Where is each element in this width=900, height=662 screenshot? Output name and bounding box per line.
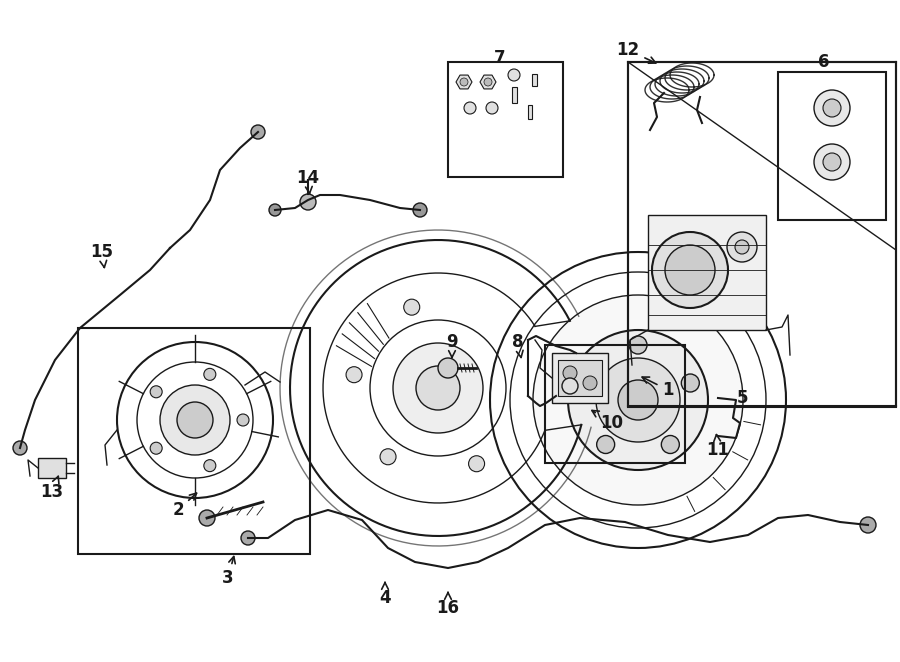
Circle shape [416, 366, 460, 410]
Text: 3: 3 [222, 557, 235, 587]
Circle shape [596, 358, 680, 442]
Bar [512, 87, 517, 103]
Circle shape [665, 245, 715, 295]
Circle shape [160, 385, 230, 455]
Circle shape [860, 517, 876, 533]
Circle shape [533, 295, 743, 505]
Circle shape [508, 69, 520, 81]
Text: 9: 9 [446, 333, 458, 357]
Circle shape [464, 102, 476, 114]
Circle shape [652, 232, 728, 308]
Circle shape [460, 78, 468, 86]
Bar [78, 328, 310, 554]
Circle shape [484, 78, 492, 86]
Circle shape [662, 436, 680, 453]
Circle shape [404, 299, 419, 315]
Circle shape [413, 203, 427, 217]
Circle shape [823, 99, 841, 117]
Circle shape [177, 402, 213, 438]
Text: 2: 2 [172, 493, 196, 519]
Circle shape [814, 144, 850, 180]
Circle shape [346, 367, 362, 383]
Text: 14: 14 [296, 169, 320, 193]
Bar [528, 105, 532, 119]
Text: 10: 10 [592, 410, 624, 432]
Bar [552, 353, 608, 403]
Text: 6: 6 [818, 53, 830, 71]
Text: 5: 5 [736, 389, 748, 407]
Circle shape [438, 358, 458, 378]
Bar [448, 62, 563, 177]
Circle shape [203, 368, 216, 381]
Text: 7: 7 [494, 49, 506, 67]
Polygon shape [456, 75, 472, 89]
Circle shape [251, 125, 265, 139]
Polygon shape [480, 75, 496, 89]
Text: 12: 12 [616, 41, 656, 63]
Text: 15: 15 [91, 243, 113, 267]
Bar [628, 62, 896, 407]
Circle shape [486, 102, 498, 114]
Bar [545, 345, 685, 463]
Circle shape [597, 436, 615, 453]
Circle shape [568, 330, 708, 470]
Text: 8: 8 [512, 333, 524, 357]
Circle shape [150, 386, 162, 398]
Circle shape [203, 459, 216, 471]
Circle shape [629, 336, 647, 354]
Circle shape [393, 343, 483, 433]
Circle shape [583, 376, 597, 390]
Circle shape [269, 204, 281, 216]
Bar [558, 360, 602, 396]
Circle shape [300, 194, 316, 210]
Bar [532, 74, 537, 86]
Circle shape [814, 90, 850, 126]
Circle shape [237, 414, 249, 426]
Text: 4: 4 [379, 583, 391, 607]
Text: 13: 13 [40, 476, 64, 501]
Circle shape [13, 441, 27, 455]
Circle shape [681, 374, 699, 392]
Text: 11: 11 [706, 434, 730, 459]
Circle shape [727, 232, 757, 262]
Circle shape [577, 374, 595, 392]
Circle shape [241, 531, 255, 545]
Circle shape [823, 153, 841, 171]
Circle shape [199, 510, 215, 526]
Bar [648, 215, 766, 330]
Circle shape [562, 378, 578, 394]
Text: 1: 1 [642, 377, 674, 399]
Text: 16: 16 [436, 592, 460, 617]
Bar [778, 72, 886, 220]
Circle shape [735, 240, 749, 254]
Circle shape [150, 442, 162, 454]
Circle shape [469, 455, 484, 472]
Circle shape [380, 449, 396, 465]
Circle shape [563, 366, 577, 380]
Circle shape [618, 380, 658, 420]
Bar [38, 458, 66, 478]
